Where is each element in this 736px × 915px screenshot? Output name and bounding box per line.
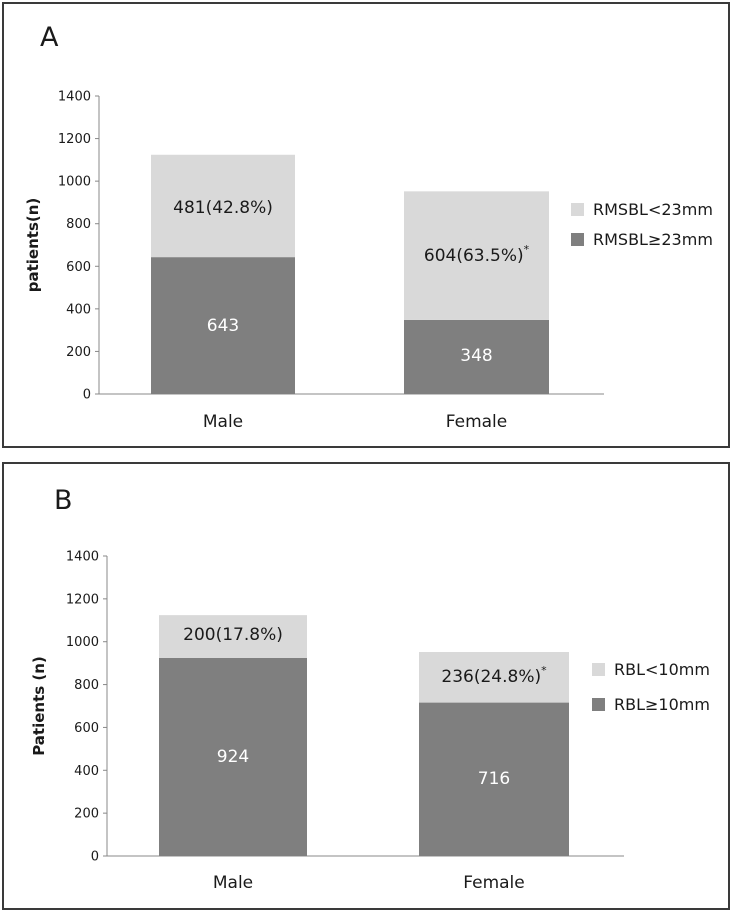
bar-segment-RBL≥10mm-Female [419,702,569,856]
legend-label: RMSBL≥23mm [593,230,713,249]
bar-segment-RMSBL≥23mm-Female [404,319,549,394]
y-tick-label: 1200 [66,592,99,607]
y-tick-label: 1000 [58,175,91,190]
data-label-top: 481(42.8%) [173,198,273,218]
legend-label: RBL≥10mm [614,695,710,714]
y-axis-label: patients(n) [24,198,42,293]
chart-panel-b: B 0 200 400 600 800 1000 1200 1400 Patients (n) 92… [2,462,730,910]
legend-swatch [592,698,605,711]
significance-mark: * [541,664,547,677]
y-tick-label: 800 [74,678,99,693]
panel-letter-a: A [40,22,59,53]
data-label-bottom: 643 [207,316,239,336]
bar-segment-RMSBL≥23mm-Male [151,257,295,394]
bar-segment-RBL<10mm-Female [419,652,569,703]
y-tick-label: 800 [66,217,91,232]
y-tick-label: 600 [66,260,91,275]
bar-segment-RMSBL<23mm-Female [404,191,549,320]
legend-label: RBL<10mm [614,660,710,679]
chart-b-svg: B 0 200 400 600 800 1000 1200 1400 Patients (n) 92… [30,485,710,893]
y-tick-label: 400 [66,302,91,317]
y-tick-label: 0 [83,388,91,403]
y-tick-label: 200 [74,807,99,822]
legend-swatch [571,203,584,216]
data-label-top: 604(63.5%)* [424,243,530,266]
bar-segment-RBL≥10mm-Male [159,658,307,856]
legend-swatch [571,233,584,246]
chart-panel-a: A 0 200 400 600 800 1000 1200 1400 patients(n) 643… [2,2,730,448]
y-tick-label: 600 [74,721,99,736]
y-tick-label: 1400 [58,90,91,105]
y-tick-label: 1000 [66,635,99,650]
legend-label: RMSBL<23mm [593,200,713,219]
bar-segment-RMSBL<23mm-Male [151,154,295,258]
y-tick-label: 1400 [66,550,99,565]
x-category-label: Male [203,412,243,432]
data-label-bottom: 924 [217,747,249,767]
y-tick-label: 0 [91,850,99,865]
significance-mark: * [524,243,530,256]
chart-a-svg: A 0 200 400 600 800 1000 1200 1400 patients(n) 643… [24,22,713,432]
data-label-bottom: 716 [478,769,510,789]
data-label-top: 200(17.8%) [183,625,283,645]
data-label-top: 236(24.8%)* [441,664,547,687]
legend-swatch [592,663,605,676]
x-category-label: Male [213,873,253,893]
y-tick-label: 200 [66,345,91,360]
y-axis-label: Patients (n) [30,656,48,756]
bar-segment-RBL<10mm-Male [159,615,307,658]
x-category-label: Female [446,412,507,432]
x-category-label: Female [463,873,524,893]
y-tick-label: 1200 [58,132,91,147]
panel-letter-b: B [54,485,73,516]
y-tick-label: 400 [74,764,99,779]
data-label-bottom: 348 [460,346,492,366]
